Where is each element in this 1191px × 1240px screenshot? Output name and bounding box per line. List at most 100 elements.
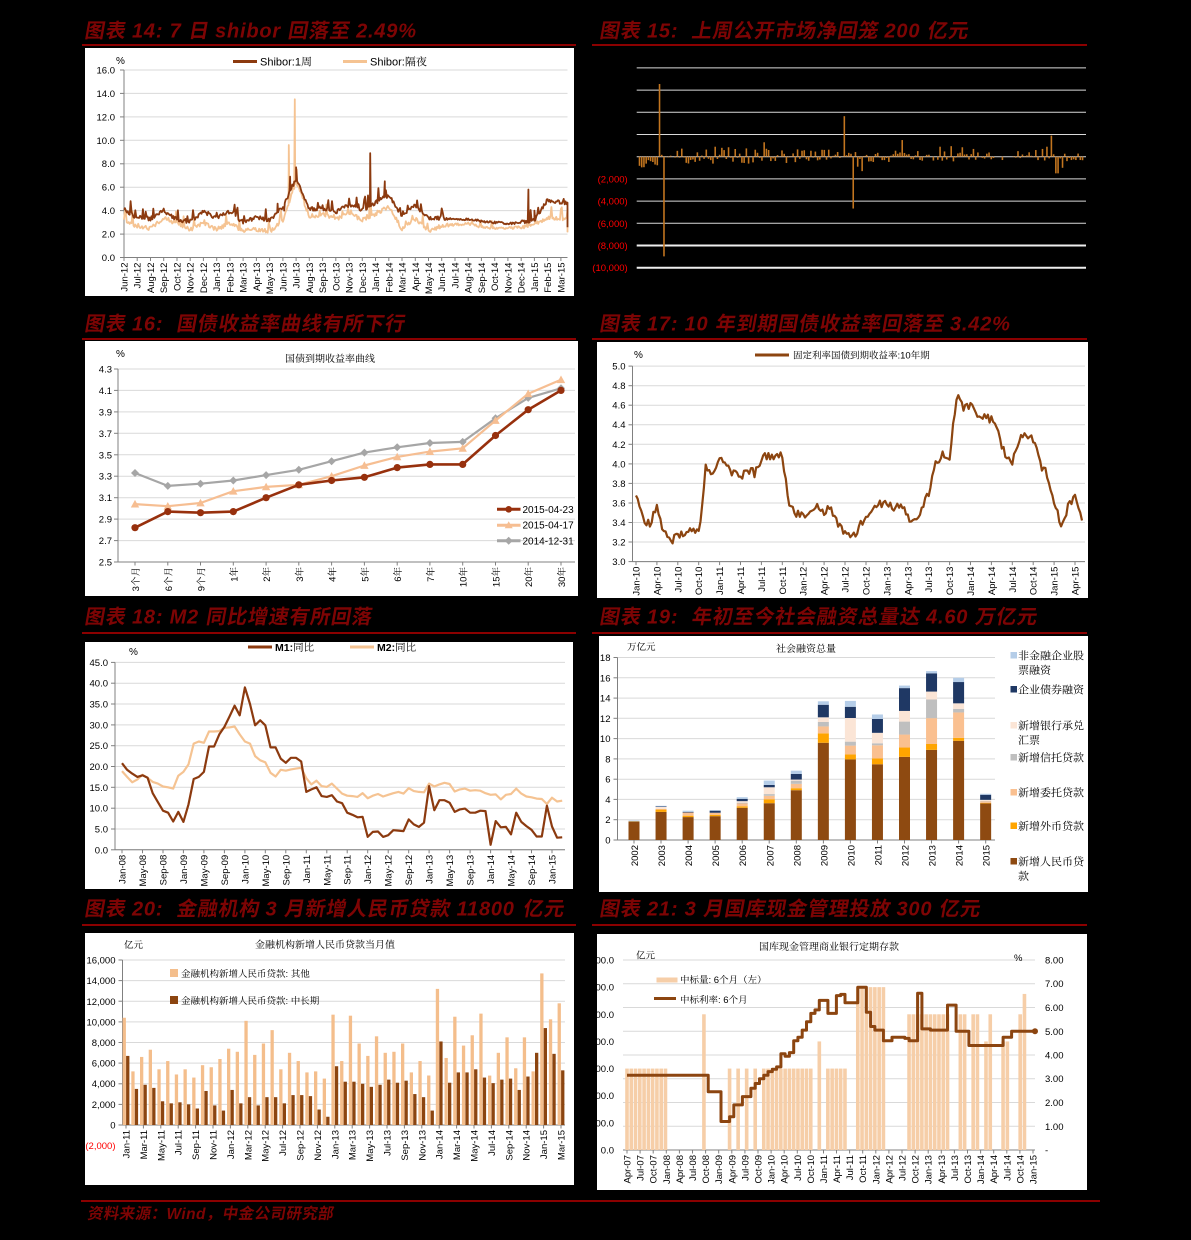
svg-text:2014-12-31: 2014-12-31 [523,536,575,547]
svg-text:7: 7 [426,577,437,582]
svg-text:14:: 14: [132,21,163,43]
svg-text:4.6: 4.6 [612,401,625,412]
svg-text:21:: 21: [646,899,678,921]
svg-text:May-11: May-11 [156,1130,167,1161]
svg-text:0.0: 0.0 [601,1146,614,1157]
svg-text:3.2: 3.2 [612,538,625,549]
svg-text::: : [286,996,289,1007]
svg-text:-: - [1045,1146,1048,1157]
svg-text:Jul-07: Jul-07 [636,1155,647,1181]
svg-text:Jan-15: Jan-15 [1029,1155,1040,1184]
svg-text:Oct-14: Oct-14 [1029,567,1040,596]
svg-text:Jan-13: Jan-13 [212,262,223,291]
svg-text:16:: 16: [132,314,163,336]
svg-text:2013: 2013 [928,845,939,866]
svg-text:%: % [116,56,125,67]
svg-text:Oct-12: Oct-12 [172,262,183,291]
svg-text:Jul-13: Jul-13 [950,1155,961,1181]
svg-text:Jul-14: Jul-14 [487,1130,498,1156]
svg-text:16.0: 16.0 [97,66,116,77]
svg-text:Apr-15: Apr-15 [1071,567,1082,596]
svg-text:May-08: May-08 [138,855,149,887]
svg-text:4.0: 4.0 [612,459,625,470]
svg-text:10.0: 10.0 [97,136,116,147]
svg-text:2012: 2012 [901,845,912,866]
svg-text:8.00: 8.00 [1045,956,1064,967]
svg-text:Sep-12: Sep-12 [404,855,415,886]
svg-text:Jan-09: Jan-09 [714,1155,725,1184]
svg-text:Apr-13: Apr-13 [903,567,914,596]
svg-text:7.00: 7.00 [1045,979,1064,990]
svg-text:M2: M2 [170,607,199,629]
svg-text:200.0: 200.0 [590,1091,614,1102]
svg-text:2003: 2003 [657,845,668,866]
svg-text:4.4: 4.4 [612,420,625,431]
svg-text:Jan-13: Jan-13 [330,1130,341,1159]
svg-text:Sep-10: Sep-10 [281,855,292,886]
svg-text:1: 1 [229,577,240,582]
svg-text:May-11: May-11 [322,855,333,886]
svg-text:200: 200 [884,21,921,43]
svg-text:Jan-13: Jan-13 [924,1155,935,1184]
svg-text:(10,000): (10,000) [592,263,627,274]
svg-text:Sep-13: Sep-13 [466,855,477,886]
svg-text:Nov-12: Nov-12 [186,262,197,293]
svg-text:30: 30 [557,577,568,588]
svg-text:Nov-13: Nov-13 [345,262,356,293]
svg-text:Jan-09: Jan-09 [179,855,190,884]
svg-text:Jul-11: Jul-11 [845,1155,856,1180]
svg-text:Oct-08: Oct-08 [701,1155,712,1184]
svg-text:2.0: 2.0 [102,230,115,241]
svg-text:Jun-14: Jun-14 [437,263,448,292]
svg-text:May-13: May-13 [265,263,276,295]
svg-text:17:: 17: [647,314,678,336]
svg-text:Sep-09: Sep-09 [220,855,231,886]
svg-text:May-12: May-12 [261,1130,272,1162]
svg-text:100.0: 100.0 [590,1118,614,1129]
svg-text:6: 6 [393,576,404,581]
svg-text:Feb-13: Feb-13 [225,263,236,293]
svg-text:8.0: 8.0 [102,159,115,170]
svg-text::: : [286,969,289,980]
svg-text:15: 15 [491,576,502,587]
svg-text::: : [718,995,721,1006]
svg-text:20.0: 20.0 [90,762,109,773]
svg-text:Feb-14: Feb-14 [384,262,395,292]
svg-text:Shibor:: Shibor: [370,57,405,69]
svg-text:May-13: May-13 [445,855,456,887]
svg-text:Sep-14: Sep-14 [527,855,538,886]
svg-text:M1:: M1: [275,642,293,654]
svg-text:Apr-13: Apr-13 [252,262,263,291]
svg-text:2: 2 [262,576,273,581]
svg-text:2014: 2014 [955,845,966,866]
svg-text:2007: 2007 [765,845,776,866]
svg-text:Jan-15: Jan-15 [548,855,559,884]
svg-text:3.42%: 3.42% [950,314,1011,336]
svg-text:Apr-09: Apr-09 [727,1155,738,1184]
svg-text:Nov-14: Nov-14 [522,1130,533,1161]
svg-text:4: 4 [328,577,339,582]
svg-text:5.0: 5.0 [95,825,108,836]
svg-text:Jan-14: Jan-14 [435,1130,446,1159]
svg-text:Oct-14: Oct-14 [1015,1155,1026,1184]
svg-text:Oct-12: Oct-12 [911,1155,922,1184]
svg-text:2015-04-23: 2015-04-23 [523,505,575,516]
svg-text:2.49%: 2.49% [355,21,417,43]
svg-text:3: 3 [685,899,697,921]
svg-text:Jan-13: Jan-13 [882,567,893,596]
svg-text:3.3: 3.3 [99,472,112,483]
svg-text:Jan-14: Jan-14 [371,263,382,292]
svg-text:300.0: 300.0 [590,1064,614,1075]
svg-text:Apr-14: Apr-14 [411,262,422,291]
svg-text:Sep-12: Sep-12 [159,263,170,294]
svg-text:10: 10 [685,314,709,336]
svg-text:2.5: 2.5 [99,558,112,569]
svg-text:0: 0 [605,836,610,847]
svg-text:Jul-11: Jul-11 [174,1130,185,1155]
svg-text:%: % [634,350,643,361]
svg-text:Aug-14: Aug-14 [464,263,475,294]
svg-text:Jan-08: Jan-08 [118,855,129,884]
svg-text:Nov-12: Nov-12 [313,1130,324,1161]
svg-text:Jan-10: Jan-10 [240,855,251,884]
svg-text:Sep-12: Sep-12 [296,1130,307,1161]
